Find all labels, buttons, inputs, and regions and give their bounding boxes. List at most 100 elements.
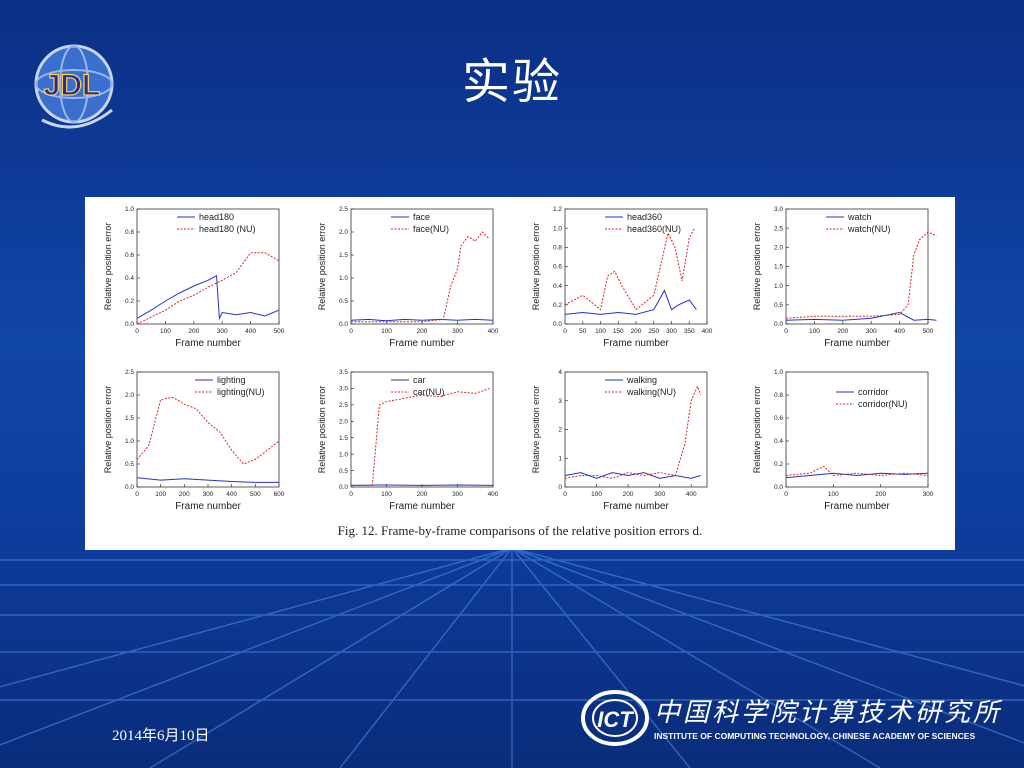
x-tick-label: 300: [654, 491, 665, 498]
y-tick-label: 0.8: [774, 392, 783, 399]
chart-4: 0 100 200 300 400 500 600 0.0 0.5 1.0 1.5 2.0 2.5 Fra…: [103, 369, 285, 512]
x-axis-label: Frame number: [389, 501, 455, 512]
slide-date: 2014年6月10日: [112, 728, 210, 744]
jdl-logo-text: JDL: [44, 69, 101, 102]
org-name-en: INSTITUTE OF COMPUTING TECHNOLOGY, CHINE…: [654, 731, 976, 741]
x-tick-label: 100: [160, 328, 171, 335]
legend-label: corridor: [858, 387, 889, 397]
y-tick-label: 0.2: [125, 298, 134, 305]
x-tick-label: 100: [595, 328, 606, 335]
legend-label: lighting(NU): [217, 387, 265, 397]
y-tick-label: 4: [558, 369, 562, 376]
y-tick-label: 0.4: [125, 275, 134, 282]
x-tick-label: 300: [666, 328, 677, 335]
y-tick-label: 3: [558, 398, 562, 405]
y-tick-label: 2: [558, 427, 562, 434]
legend-label: head360(NU): [627, 224, 681, 234]
legend-label: head180: [199, 212, 234, 222]
org-name-cn: 中国科学院计算技术研究所: [654, 698, 1003, 728]
y-tick-label: 2.0: [339, 229, 348, 236]
legend-label: walking: [626, 375, 657, 385]
y-tick-label: 2.5: [125, 369, 134, 376]
x-tick-label: 200: [631, 328, 642, 335]
x-tick-label: 100: [809, 328, 820, 335]
x-axis-label: Frame number: [824, 501, 890, 512]
legend-label: face: [413, 212, 430, 222]
series-line-0: [350, 318, 494, 322]
y-tick-label: 1.5: [339, 252, 348, 259]
legend-label: watch(NU): [847, 224, 891, 234]
y-axis-label: Relative position error: [317, 386, 327, 474]
x-tick-label: 400: [488, 328, 499, 335]
y-tick-label: 2.5: [339, 402, 348, 409]
y-axis-label: Relative position error: [752, 223, 762, 311]
legend-label: face(NU): [413, 224, 449, 234]
y-tick-label: 0.2: [553, 302, 562, 309]
series-line-1: [564, 227, 696, 311]
y-tick-label: 0.0: [774, 484, 783, 491]
y-tick-label: 0.0: [125, 321, 134, 328]
series-line-1: [351, 387, 490, 486]
chart-7: 0 100 200 300 0.0 0.2 0.4 0.6 0.8 1.0 Frame number…: [752, 369, 934, 512]
legend-label: corridor(NU): [858, 399, 908, 409]
y-tick-label: 1.0: [339, 451, 348, 458]
y-tick-label: 0.0: [339, 321, 348, 328]
x-tick-label: 300: [217, 328, 228, 335]
legend-label: car(NU): [413, 387, 445, 397]
y-tick-label: 0.4: [553, 283, 562, 290]
series-line-1: [564, 385, 702, 479]
x-tick-label: 0: [563, 328, 567, 335]
x-tick-label: 200: [417, 491, 428, 498]
y-axis-label: Relative position error: [103, 386, 113, 474]
legend-label: head180 (NU): [199, 224, 256, 234]
y-tick-label: 3.0: [774, 206, 783, 213]
x-axis-label: Frame number: [389, 338, 455, 349]
y-tick-label: 1.0: [339, 275, 348, 282]
x-tick-label: 100: [591, 491, 602, 498]
x-tick-label: 400: [226, 491, 237, 498]
y-tick-label: 1.0: [125, 438, 134, 445]
x-tick-label: 300: [866, 328, 877, 335]
y-axis-label: Relative position error: [103, 223, 113, 311]
x-tick-label: 400: [686, 491, 697, 498]
x-tick-label: 500: [923, 328, 934, 335]
x-tick-label: 100: [155, 491, 166, 498]
y-tick-label: 0.5: [125, 461, 134, 468]
y-tick-label: 0: [558, 484, 562, 491]
legend-label: lighting: [217, 375, 246, 385]
series-line-1: [136, 252, 280, 325]
y-tick-label: 0.5: [774, 302, 783, 309]
y-tick-label: 0.2: [774, 461, 783, 468]
x-tick-label: 400: [702, 328, 713, 335]
x-axis-label: Frame number: [603, 338, 669, 349]
series-line-0: [564, 472, 701, 479]
x-tick-label: 0: [563, 491, 567, 498]
x-tick-label: 350: [684, 328, 695, 335]
ict-logo-text: ICT: [597, 707, 634, 732]
x-tick-label: 0: [349, 328, 353, 335]
slide-title: 实验: [461, 54, 562, 110]
y-tick-label: 0.0: [125, 484, 134, 491]
y-axis-label: Relative position error: [531, 386, 541, 474]
x-tick-label: 400: [488, 491, 499, 498]
series-line-1: [351, 231, 490, 323]
series-line-0: [785, 472, 929, 479]
y-tick-label: 1.5: [125, 415, 134, 422]
x-tick-label: 300: [452, 491, 463, 498]
x-tick-label: 0: [135, 491, 139, 498]
y-tick-label: 1.5: [774, 264, 783, 271]
y-tick-label: 0.4: [774, 438, 783, 445]
x-tick-label: 0: [349, 491, 353, 498]
x-tick-label: 150: [613, 328, 624, 335]
y-tick-label: 1.0: [553, 225, 562, 232]
x-axis-label: Frame number: [603, 501, 669, 512]
y-tick-label: 0.6: [774, 415, 783, 422]
legend-label: head360: [627, 212, 662, 222]
chart-1: 0 100 200 300 400 0.0 0.5 1.0 1.5 2.0 2.5 Frame num…: [317, 206, 499, 349]
plot-frame: [785, 371, 929, 488]
series-line-0: [564, 289, 697, 315]
chart-2: 0 50 100 150 200 250 300 350 400 0.0 0.2 0.4 0.6 0.8 1…: [531, 206, 713, 349]
x-tick-label: 0: [784, 328, 788, 335]
x-tick-label: 200: [179, 491, 190, 498]
